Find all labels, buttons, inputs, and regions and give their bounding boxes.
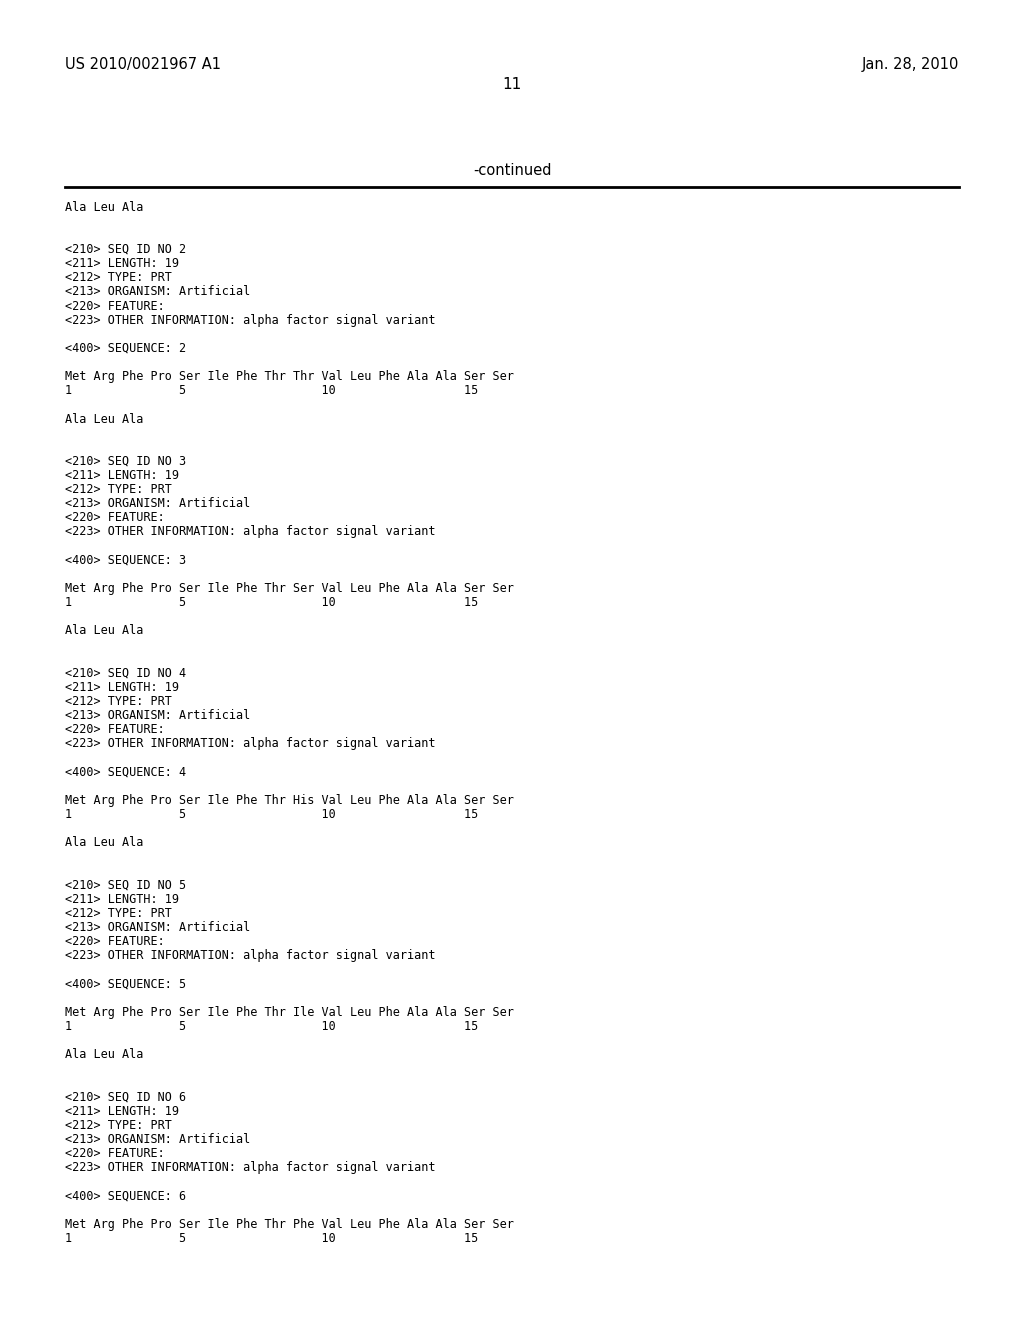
- Text: <220> FEATURE:: <220> FEATURE:: [65, 935, 164, 948]
- Text: <223> OTHER INFORMATION: alpha factor signal variant: <223> OTHER INFORMATION: alpha factor si…: [65, 525, 435, 539]
- Text: <211> LENGTH: 19: <211> LENGTH: 19: [65, 892, 178, 906]
- Text: Jan. 28, 2010: Jan. 28, 2010: [862, 57, 959, 71]
- Text: <213> ORGANISM: Artificial: <213> ORGANISM: Artificial: [65, 921, 250, 935]
- Text: <223> OTHER INFORMATION: alpha factor signal variant: <223> OTHER INFORMATION: alpha factor si…: [65, 949, 435, 962]
- Text: Met Arg Phe Pro Ser Ile Phe Thr Phe Val Leu Phe Ala Ala Ser Ser: Met Arg Phe Pro Ser Ile Phe Thr Phe Val …: [65, 1217, 513, 1230]
- Text: <400> SEQUENCE: 3: <400> SEQUENCE: 3: [65, 554, 185, 566]
- Text: <210> SEQ ID NO 6: <210> SEQ ID NO 6: [65, 1090, 185, 1104]
- Text: <210> SEQ ID NO 2: <210> SEQ ID NO 2: [65, 243, 185, 256]
- Text: <213> ORGANISM: Artificial: <213> ORGANISM: Artificial: [65, 1133, 250, 1146]
- Text: <212> TYPE: PRT: <212> TYPE: PRT: [65, 483, 171, 496]
- Text: Met Arg Phe Pro Ser Ile Phe Thr His Val Leu Phe Ala Ala Ser Ser: Met Arg Phe Pro Ser Ile Phe Thr His Val …: [65, 793, 513, 807]
- Text: <400> SEQUENCE: 4: <400> SEQUENCE: 4: [65, 766, 185, 779]
- Text: <210> SEQ ID NO 3: <210> SEQ ID NO 3: [65, 455, 185, 467]
- Text: <211> LENGTH: 19: <211> LENGTH: 19: [65, 469, 178, 482]
- Text: <220> FEATURE:: <220> FEATURE:: [65, 723, 164, 737]
- Text: <212> TYPE: PRT: <212> TYPE: PRT: [65, 272, 171, 284]
- Text: <220> FEATURE:: <220> FEATURE:: [65, 1147, 164, 1160]
- Text: <223> OTHER INFORMATION: alpha factor signal variant: <223> OTHER INFORMATION: alpha factor si…: [65, 1162, 435, 1173]
- Text: Ala Leu Ala: Ala Leu Ala: [65, 201, 143, 214]
- Text: <210> SEQ ID NO 4: <210> SEQ ID NO 4: [65, 667, 185, 680]
- Text: <212> TYPE: PRT: <212> TYPE: PRT: [65, 1119, 171, 1131]
- Text: 11: 11: [503, 77, 521, 91]
- Text: <210> SEQ ID NO 5: <210> SEQ ID NO 5: [65, 879, 185, 891]
- Text: 1               5                   10                  15: 1 5 10 15: [65, 597, 478, 609]
- Text: <400> SEQUENCE: 2: <400> SEQUENCE: 2: [65, 342, 185, 355]
- Text: Ala Leu Ala: Ala Leu Ala: [65, 1048, 143, 1061]
- Text: <400> SEQUENCE: 6: <400> SEQUENCE: 6: [65, 1189, 185, 1203]
- Text: US 2010/0021967 A1: US 2010/0021967 A1: [65, 57, 220, 71]
- Text: <211> LENGTH: 19: <211> LENGTH: 19: [65, 257, 178, 271]
- Text: 1               5                   10                  15: 1 5 10 15: [65, 384, 478, 397]
- Text: -continued: -continued: [473, 164, 551, 178]
- Text: 1               5                   10                  15: 1 5 10 15: [65, 1020, 478, 1032]
- Text: <213> ORGANISM: Artificial: <213> ORGANISM: Artificial: [65, 498, 250, 511]
- Text: 1               5                   10                  15: 1 5 10 15: [65, 1232, 478, 1245]
- Text: <223> OTHER INFORMATION: alpha factor signal variant: <223> OTHER INFORMATION: alpha factor si…: [65, 314, 435, 326]
- Text: Ala Leu Ala: Ala Leu Ala: [65, 624, 143, 638]
- Text: <223> OTHER INFORMATION: alpha factor signal variant: <223> OTHER INFORMATION: alpha factor si…: [65, 738, 435, 750]
- Text: Met Arg Phe Pro Ser Ile Phe Thr Thr Val Leu Phe Ala Ala Ser Ser: Met Arg Phe Pro Ser Ile Phe Thr Thr Val …: [65, 370, 513, 383]
- Text: <213> ORGANISM: Artificial: <213> ORGANISM: Artificial: [65, 285, 250, 298]
- Text: <212> TYPE: PRT: <212> TYPE: PRT: [65, 696, 171, 708]
- Text: <213> ORGANISM: Artificial: <213> ORGANISM: Artificial: [65, 709, 250, 722]
- Text: Ala Leu Ala: Ala Leu Ala: [65, 837, 143, 849]
- Text: Met Arg Phe Pro Ser Ile Phe Thr Ser Val Leu Phe Ala Ala Ser Ser: Met Arg Phe Pro Ser Ile Phe Thr Ser Val …: [65, 582, 513, 595]
- Text: <211> LENGTH: 19: <211> LENGTH: 19: [65, 681, 178, 694]
- Text: <220> FEATURE:: <220> FEATURE:: [65, 300, 164, 313]
- Text: Met Arg Phe Pro Ser Ile Phe Thr Ile Val Leu Phe Ala Ala Ser Ser: Met Arg Phe Pro Ser Ile Phe Thr Ile Val …: [65, 1006, 513, 1019]
- Text: 1               5                   10                  15: 1 5 10 15: [65, 808, 478, 821]
- Text: <212> TYPE: PRT: <212> TYPE: PRT: [65, 907, 171, 920]
- Text: <211> LENGTH: 19: <211> LENGTH: 19: [65, 1105, 178, 1118]
- Text: Ala Leu Ala: Ala Leu Ala: [65, 413, 143, 425]
- Text: <400> SEQUENCE: 5: <400> SEQUENCE: 5: [65, 978, 185, 990]
- Text: <220> FEATURE:: <220> FEATURE:: [65, 511, 164, 524]
